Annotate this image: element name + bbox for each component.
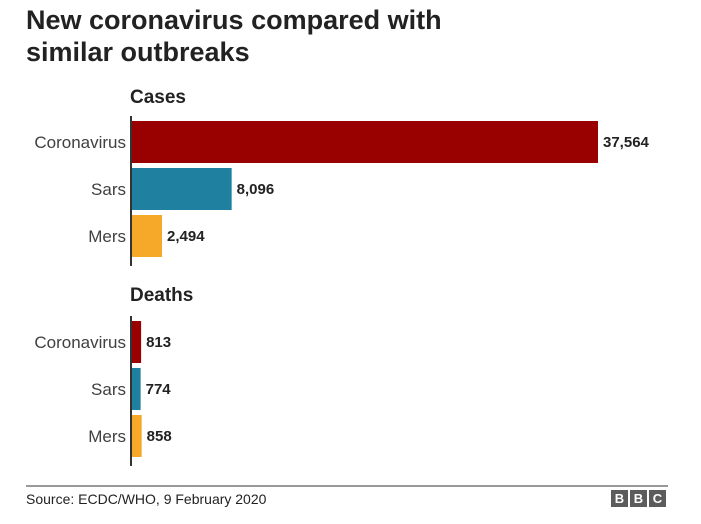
panel-title: Deaths xyxy=(130,285,193,306)
value-label: 813 xyxy=(146,334,171,351)
category-label: Mers xyxy=(88,227,126,246)
logo-block xyxy=(611,490,628,507)
bar-mers xyxy=(131,215,163,257)
chart-title-line-1: New coronavirus compared with xyxy=(26,5,442,35)
source-note: Source: ECDC/WHO, 9 February 2020 xyxy=(26,491,267,507)
chart-panels: Cases Coronavirus 37,564 Sars 8,096 Mers 2,494… xyxy=(34,87,650,466)
category-label: Mers xyxy=(88,427,126,446)
chart-title-line-2: similar outbreaks xyxy=(26,37,250,67)
category-label: Coronavirus xyxy=(34,133,126,152)
value-label: 37,564 xyxy=(603,134,650,151)
value-label: 2,494 xyxy=(167,228,205,245)
category-label: Sars xyxy=(91,380,126,399)
value-label: 858 xyxy=(147,428,172,445)
chart-panel-deaths: Deaths Coronavirus 813 Sars 774 Mers 858 xyxy=(34,285,193,466)
category-label: Coronavirus xyxy=(34,333,126,352)
logo-block xyxy=(630,490,647,507)
category-label: Sars xyxy=(91,180,126,199)
chart-panel-cases: Cases Coronavirus 37,564 Sars 8,096 Mers 2,494 xyxy=(34,87,650,266)
panel-title: Cases xyxy=(130,87,186,108)
bar-coronavirus xyxy=(131,121,598,163)
logo-letter: B xyxy=(615,491,624,506)
bar-mers xyxy=(131,415,142,457)
bar-sars xyxy=(131,168,232,210)
bar-sars xyxy=(131,368,141,410)
bar-coronavirus xyxy=(131,321,142,363)
logo-letter: C xyxy=(653,491,663,506)
logo-block xyxy=(649,490,666,507)
logo-letter: B xyxy=(634,491,643,506)
value-label: 8,096 xyxy=(237,181,275,198)
value-label: 774 xyxy=(146,381,172,398)
